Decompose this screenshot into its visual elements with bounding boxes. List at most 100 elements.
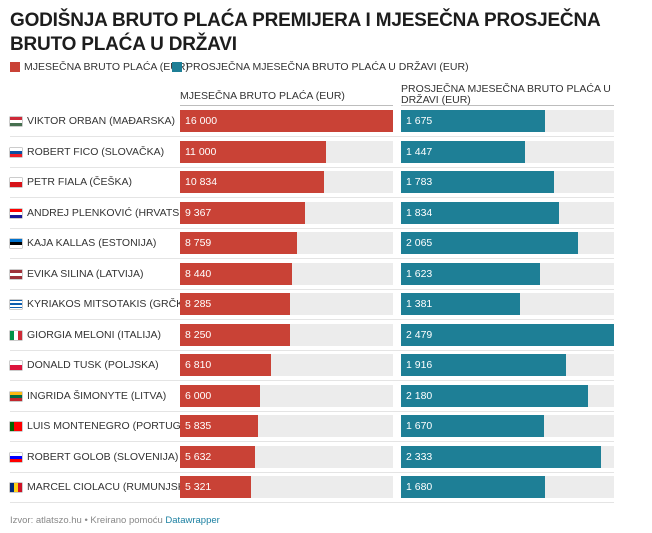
datawrapper-link[interactable]: Datawrapper xyxy=(165,515,220,526)
category-label: EVIKA SILINA (LATVIJA) xyxy=(27,268,144,280)
bar-value-label-avg: 1 916 xyxy=(406,359,433,371)
bar-pm xyxy=(180,324,290,346)
bar-avg xyxy=(401,324,614,346)
bar-avg xyxy=(401,171,554,193)
legend-label-avg: PROSJEČNA MJESEČNA BRUTO PLAĆA U DRŽAVI … xyxy=(186,61,469,73)
row-label: ROBERT FICO (SLOVAČKA) xyxy=(10,139,164,165)
row-label: ROBERT GOLOB (SLOVENIJA) xyxy=(10,444,178,470)
bar-avg xyxy=(401,476,545,498)
column-header-avg: PROSJEČNA MJESEČNA BRUTO PLAĆA U DRŽAVI … xyxy=(401,83,611,106)
bar-pm xyxy=(180,415,258,437)
flag-icon xyxy=(10,482,22,492)
bar-value-label-avg: 1 670 xyxy=(406,420,433,432)
row-label: ANDREJ PLENKOVIĆ (HRVATSKA) xyxy=(10,200,197,226)
row-label: KAJA KALLAS (ESTONIJA) xyxy=(10,230,156,256)
bar-track-avg: 1 916 xyxy=(401,354,614,376)
bar-value-label-avg: 1 680 xyxy=(406,481,433,493)
row-divider xyxy=(10,411,614,412)
legend-label-pm: MJESEČNA BRUTO PLAĆA (EUR) xyxy=(24,61,189,73)
flag-icon xyxy=(10,177,22,187)
bar-pm xyxy=(180,293,290,315)
category-label: ANDREJ PLENKOVIĆ (HRVATSKA) xyxy=(27,207,197,219)
bar-value-label-avg: 1 381 xyxy=(406,298,433,310)
bar-avg xyxy=(401,141,525,163)
bar-pm xyxy=(180,232,297,254)
source-text: Izvor: atlatszo.hu • Kreirano pomoću xyxy=(10,515,163,526)
bar-track-avg: 1 675 xyxy=(401,110,614,132)
bar-value-label-pm: 8 759 xyxy=(185,237,212,249)
bar-track-pm: 6 810 xyxy=(180,354,393,376)
flag-icon xyxy=(10,360,22,370)
legend-item-pm: MJESEČNA BRUTO PLAĆA (EUR) xyxy=(10,61,189,73)
legend-item-avg: PROSJEČNA MJESEČNA BRUTO PLAĆA U DRŽAVI … xyxy=(172,61,469,73)
category-label: VIKTOR ORBAN (MAĐARSKA) xyxy=(27,115,175,127)
bar-track-avg: 2 180 xyxy=(401,385,614,407)
category-label: DONALD TUSK (POLJSKA) xyxy=(27,359,159,371)
flag-icon xyxy=(10,452,22,462)
bar-pm xyxy=(180,171,324,193)
bar-pm xyxy=(180,110,393,132)
flag-icon xyxy=(10,421,22,431)
flag-icon xyxy=(10,330,22,340)
bar-value-label-pm: 6 810 xyxy=(185,359,212,371)
bar-avg xyxy=(401,263,540,285)
bar-avg xyxy=(401,232,578,254)
source-note: Izvor: atlatszo.hu • Kreirano pomoću Dat… xyxy=(10,515,220,526)
bar-avg xyxy=(401,293,520,315)
column-rule-pm xyxy=(180,105,393,106)
flag-icon xyxy=(10,269,22,279)
bar-value-label-avg: 1 447 xyxy=(406,146,433,158)
row-label: INGRIDA ŠIMONYTE (LITVA) xyxy=(10,383,166,409)
flag-icon xyxy=(10,299,22,309)
row-label: EVIKA SILINA (LATVIJA) xyxy=(10,261,144,287)
bar-value-label-pm: 6 000 xyxy=(185,390,212,402)
bar-track-pm: 16 000 xyxy=(180,110,393,132)
flag-icon xyxy=(10,147,22,157)
bar-value-label-pm: 9 367 xyxy=(185,207,212,219)
bar-value-label-pm: 8 250 xyxy=(185,329,212,341)
bar-avg xyxy=(401,110,545,132)
bar-pm xyxy=(180,141,326,163)
legend-swatch-pm xyxy=(10,62,20,72)
row-label: DONALD TUSK (POLJSKA) xyxy=(10,352,159,378)
bar-avg xyxy=(401,385,588,407)
flag-icon xyxy=(10,116,22,126)
bar-pm xyxy=(180,263,292,285)
bar-value-label-pm: 8 440 xyxy=(185,268,212,280)
row-divider xyxy=(10,228,614,229)
chart-title: GODIŠNJA BRUTO PLAĆA PREMIJERA I MJESEČN… xyxy=(10,10,600,55)
bar-value-label-avg: 2 065 xyxy=(406,237,433,249)
bar-pm xyxy=(180,354,271,376)
bar-track-avg: 1 623 xyxy=(401,263,614,285)
bar-value-label-pm: 8 285 xyxy=(185,298,212,310)
row-label: MARCEL CIOLACU (RUMUNJSKA) xyxy=(10,474,195,500)
bar-track-pm: 5 321 xyxy=(180,476,393,498)
bar-value-label-avg: 1 675 xyxy=(406,115,433,127)
row-divider xyxy=(10,350,614,351)
bar-pm xyxy=(180,385,260,407)
column-rule-avg xyxy=(401,105,614,106)
category-label: LUIS MONTENEGRO (PORTUGAL) xyxy=(27,420,198,432)
row-divider xyxy=(10,380,614,381)
row-divider xyxy=(10,197,614,198)
bar-track-pm: 9 367 xyxy=(180,202,393,224)
bar-track-avg: 1 447 xyxy=(401,141,614,163)
column-header-pm: MJESEČNA BRUTO PLAĆA (EUR) xyxy=(180,90,345,102)
row-label: VIKTOR ORBAN (MAĐARSKA) xyxy=(10,108,175,134)
bar-value-label-pm: 5 321 xyxy=(185,481,212,493)
row-label: PETR FIALA (ČEŠKA) xyxy=(10,169,132,195)
bar-avg xyxy=(401,446,601,468)
bar-value-label-pm: 11 000 xyxy=(185,146,217,158)
row-divider xyxy=(10,289,614,290)
row-divider xyxy=(10,472,614,473)
row-divider xyxy=(10,502,614,503)
row-divider xyxy=(10,258,614,259)
bar-value-label-avg: 1 623 xyxy=(406,268,433,280)
category-label: KYRIAKOS MITSOTAKIS (GRČKA) xyxy=(27,298,194,310)
bar-avg xyxy=(401,354,566,376)
bar-track-avg: 1 680 xyxy=(401,476,614,498)
bar-track-pm: 8 759 xyxy=(180,232,393,254)
bar-track-avg: 1 381 xyxy=(401,293,614,315)
row-divider xyxy=(10,167,614,168)
bar-pm xyxy=(180,446,255,468)
